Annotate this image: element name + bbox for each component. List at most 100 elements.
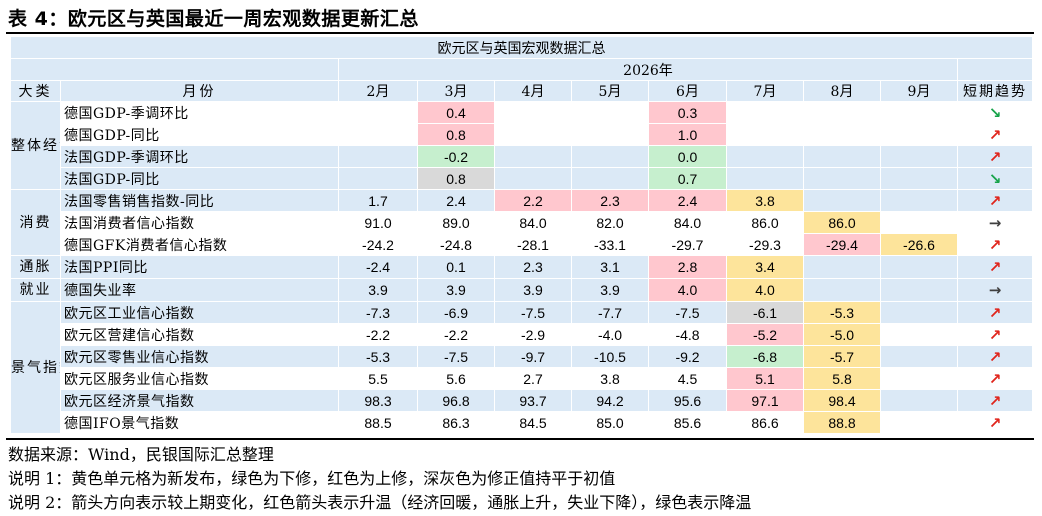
value-cell: 2.4	[648, 189, 727, 212]
value-cell: 2.4	[417, 189, 495, 212]
value-cell: -4.8	[648, 323, 727, 346]
value-cell: 5.8	[803, 367, 881, 390]
value-cell	[494, 123, 572, 146]
indicator-label: 法国PPI同比	[60, 255, 339, 279]
value-cell: 1.7	[338, 189, 418, 212]
year-header: 2026年	[338, 58, 958, 81]
table-row: 通胀 法国PPI同比 -2.4 0.1 2.3 3.1 2.8 3.4 ↗	[10, 255, 1034, 279]
indicator-label: 欧元区服务业信心指数	[60, 367, 339, 390]
value-cell: 98.3	[338, 389, 418, 412]
month-header: 2月	[338, 80, 418, 102]
table-row: 法国消费者信心指数 91.0 89.0 84.0 82.0 84.0 86.0 86.0 →	[11, 211, 1034, 234]
value-cell: 3.1	[571, 255, 649, 279]
value-cell: 4.0	[726, 278, 804, 302]
value-cell: 3.4	[726, 255, 804, 279]
value-cell	[803, 167, 881, 190]
header-spacer	[10, 58, 339, 81]
value-cell: 3.9	[571, 278, 649, 302]
category-cell: 景气指数	[10, 301, 61, 434]
value-cell	[880, 323, 958, 346]
value-cell	[880, 389, 958, 412]
value-cell: 0.4	[417, 101, 495, 124]
trend-arrow-icon: ↗	[956, 345, 1034, 368]
macro-data-table: 欧元区与英国宏观数据汇总 2026年 大类 月份 2月 3月 4月 5月 6月 …	[9, 36, 1034, 434]
value-cell: 98.4	[803, 389, 881, 412]
month-header: 6月	[648, 80, 727, 102]
value-cell	[880, 189, 958, 212]
value-cell: 3.8	[571, 367, 649, 390]
table-row: 德国GFK消费者信心指数 -24.2 -24.8 -28.1 -33.1 -29.7 -29…	[11, 233, 1034, 256]
value-cell: 86.0	[803, 211, 881, 234]
value-cell: -5.3	[338, 345, 418, 368]
value-cell: -2.9	[494, 323, 572, 346]
value-cell: 5.6	[417, 367, 495, 390]
value-cell	[880, 211, 958, 234]
value-cell: 89.0	[417, 211, 495, 234]
indicator-label: 德国GDP-季调环比	[60, 101, 339, 124]
table-row: 德国IFO景气指数 88.5 86.3 84.5 85.0 85.6 86.6 88.8 ↗	[11, 411, 1034, 434]
table-row: 法国GDP-同比 0.8 0.7 ↘	[11, 167, 1034, 190]
trend-header: 短期趋势	[956, 80, 1034, 102]
value-cell: 97.1	[726, 389, 804, 412]
value-cell: 4.5	[648, 367, 727, 390]
value-cell: -7.7	[571, 301, 649, 324]
value-cell: 2.2	[494, 189, 572, 212]
value-cell	[880, 167, 958, 190]
value-cell	[571, 145, 649, 168]
trend-arrow-icon: ↘	[956, 167, 1034, 190]
trend-arrow-icon: ↗	[956, 323, 1034, 346]
value-cell	[880, 367, 958, 390]
trend-arrow-icon: ↗	[956, 233, 1034, 256]
value-cell	[880, 101, 958, 124]
value-cell: 82.0	[571, 211, 649, 234]
value-cell	[803, 278, 881, 302]
indicator-label: 德国GDP-同比	[60, 123, 339, 146]
source-note: 数据来源：Wind，民银国际汇总整理	[8, 445, 274, 464]
value-cell: 85.0	[571, 411, 649, 434]
value-cell: -6.8	[726, 345, 804, 368]
value-cell	[880, 278, 958, 302]
value-cell: 84.5	[494, 411, 572, 434]
value-cell: 84.0	[648, 211, 727, 234]
trend-arrow-icon: ↗	[956, 389, 1034, 412]
value-cell: 96.8	[417, 389, 495, 412]
value-cell: -29.7	[648, 233, 727, 256]
value-cell: 3.9	[417, 278, 495, 302]
value-cell: 0.8	[417, 123, 495, 146]
value-cell: -4.0	[571, 323, 649, 346]
value-cell: 3.9	[338, 278, 418, 302]
indicator-label: 德国IFO景气指数	[60, 411, 339, 434]
trend-arrow-icon: →	[956, 278, 1034, 302]
value-cell	[880, 301, 958, 324]
value-cell: -2.2	[417, 323, 495, 346]
value-cell: -24.8	[417, 233, 495, 256]
value-cell: 0.3	[648, 101, 727, 124]
table-main-title: 欧元区与英国宏观数据汇总	[9, 36, 1034, 59]
indicator-label: 法国GDP-季调环比	[60, 145, 339, 168]
category-header: 大类	[10, 80, 61, 102]
value-cell: -24.2	[338, 233, 418, 256]
value-cell: 2.7	[494, 367, 572, 390]
value-cell: 0.7	[648, 167, 727, 190]
trend-arrow-icon: ↘	[956, 101, 1034, 124]
value-cell: -7.5	[494, 301, 572, 324]
value-cell: 2.8	[648, 255, 727, 279]
value-cell: -5.7	[803, 345, 881, 368]
value-cell: -28.1	[494, 233, 572, 256]
value-cell: 3.9	[494, 278, 572, 302]
value-cell	[803, 255, 881, 279]
value-cell: 86.3	[417, 411, 495, 434]
value-cell: -6.9	[417, 301, 495, 324]
color-legend-note: 说明 1：黄色单元格为新发布，绿色为下修，红色为上修，深灰色为修正值持平于初值	[8, 469, 616, 488]
value-cell	[726, 101, 804, 124]
value-cell	[571, 167, 649, 190]
value-cell: 4.0	[648, 278, 727, 302]
value-cell	[726, 167, 804, 190]
month-header: 4月	[494, 80, 572, 102]
value-cell: 3.8	[726, 189, 804, 212]
value-cell: -6.1	[726, 301, 804, 324]
value-cell	[494, 101, 572, 124]
value-cell: -0.2	[417, 145, 495, 168]
value-cell	[338, 101, 418, 124]
value-cell: -2.4	[338, 255, 418, 279]
